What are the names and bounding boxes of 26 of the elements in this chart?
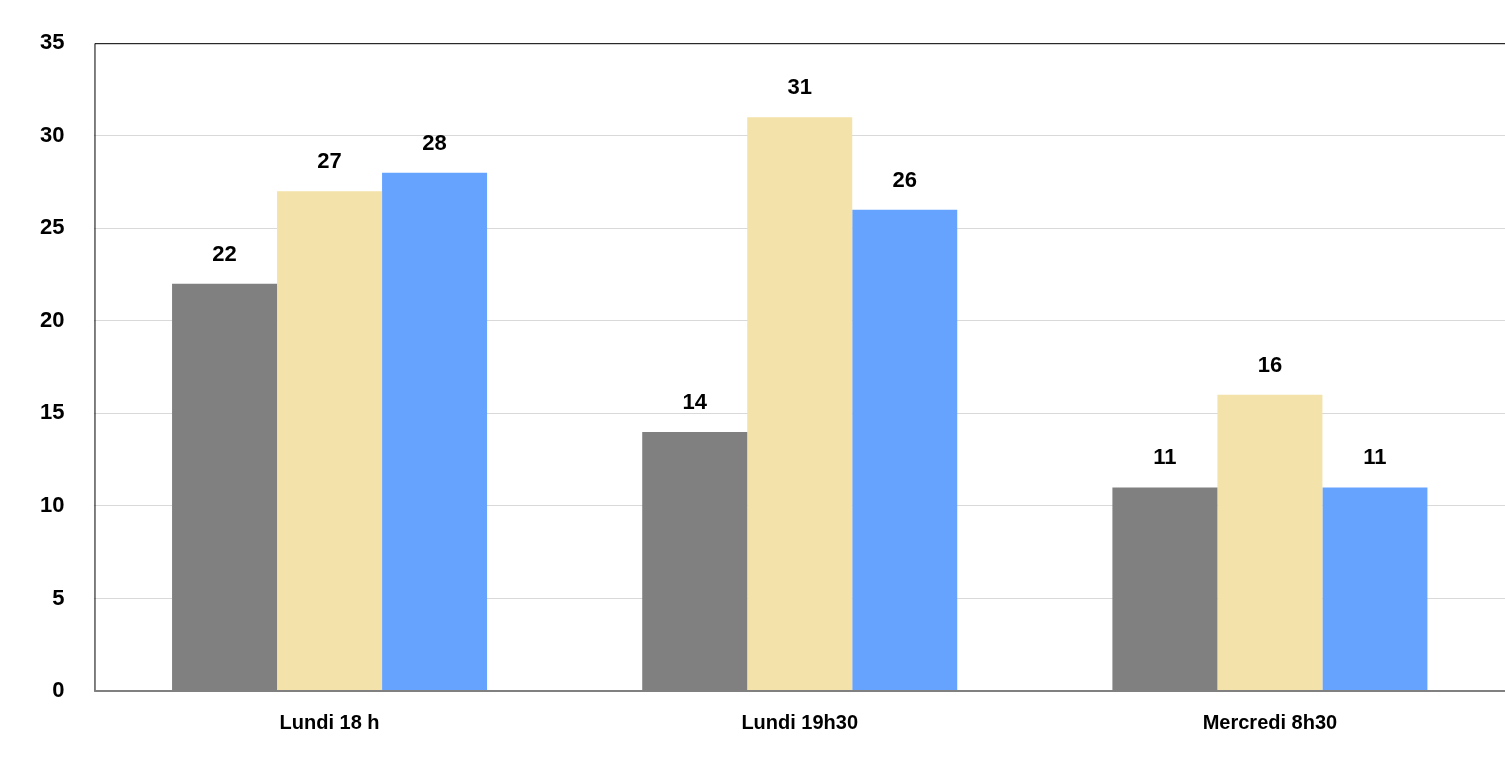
data-label: 11 [1153, 444, 1177, 470]
bar [852, 209, 958, 691]
y-tick-label: 10 [39, 491, 65, 517]
y-tick-label: 20 [39, 306, 65, 332]
y-tick-label: 25 [39, 214, 65, 240]
data-label: 14 [682, 388, 708, 414]
data-label: 16 [1257, 351, 1283, 377]
bar [747, 117, 853, 691]
y-tick-label: 15 [39, 399, 65, 425]
bar [382, 172, 488, 691]
data-label: 11 [1363, 444, 1387, 470]
x-tick-label: Lundi 19h30 [741, 710, 859, 733]
x-tick-label: Mercredi 8h30 [1202, 710, 1338, 733]
data-label: 28 [422, 129, 447, 155]
data-label: 27 [317, 148, 342, 174]
data-label: 22 [212, 240, 237, 266]
y-tick-label: 0 [52, 677, 65, 703]
bar [1322, 487, 1428, 691]
y-tick-label: 30 [39, 121, 65, 147]
x-tick-label: Lundi 18 h [279, 710, 380, 733]
y-tick-label: 5 [52, 584, 65, 610]
data-label: 26 [892, 166, 917, 192]
y-tick-label: 35 [39, 29, 65, 55]
bar [277, 191, 383, 691]
bar [1217, 394, 1323, 691]
data-label: 31 [787, 74, 812, 100]
